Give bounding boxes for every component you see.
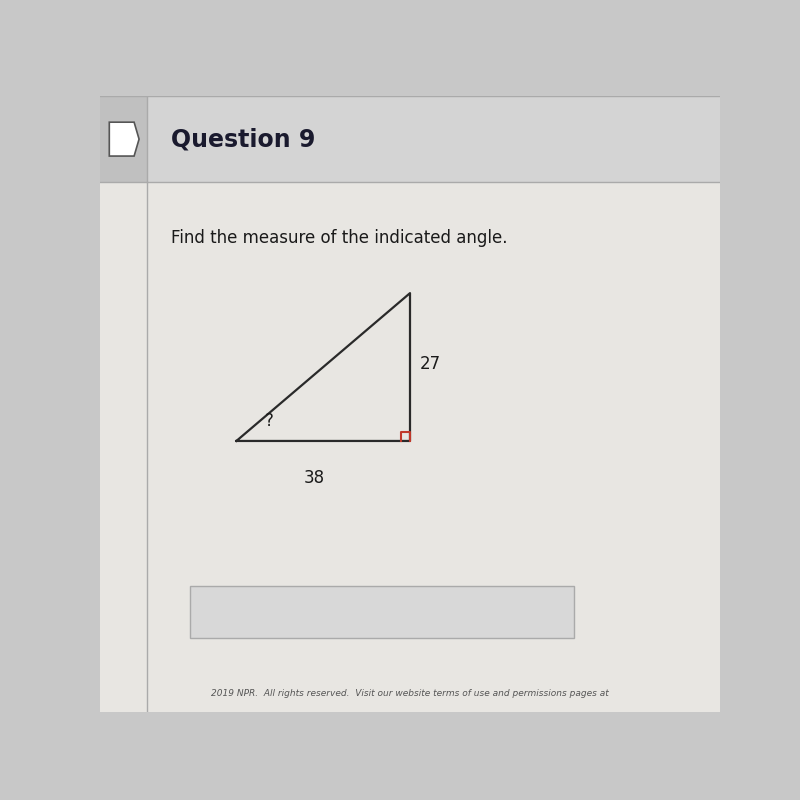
Bar: [100, 96, 720, 182]
Polygon shape: [110, 122, 139, 156]
Text: 27: 27: [419, 355, 441, 373]
Text: ?: ?: [264, 412, 273, 430]
Text: Find the measure of the indicated angle.: Find the measure of the indicated angle.: [171, 229, 508, 246]
Text: 38: 38: [303, 469, 325, 486]
Bar: [190, 586, 574, 638]
Bar: [100, 96, 146, 182]
Text: Question 9: Question 9: [171, 127, 316, 151]
Text: 2019 NPR.  All rights reserved.  Visit our website terms of use and permissions : 2019 NPR. All rights reserved. Visit our…: [211, 689, 609, 698]
Bar: [100, 182, 720, 712]
